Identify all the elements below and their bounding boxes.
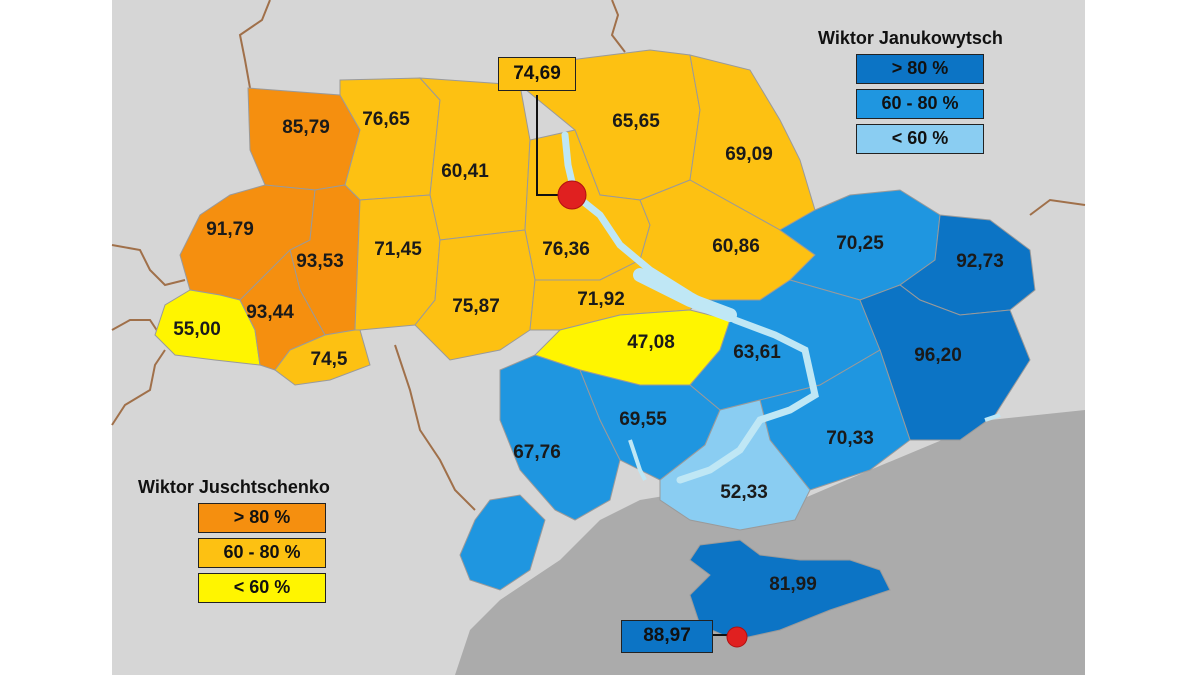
label-kirovohrad: 47,08 — [627, 332, 675, 353]
label-odesa: 67,76 — [513, 442, 561, 463]
label-kherson: 52,33 — [720, 482, 768, 503]
label-rivne: 76,65 — [362, 109, 410, 130]
legend-janukowytsch-over80: > 80 % — [856, 54, 984, 84]
kyiv-city-callout: 74,69 — [498, 57, 576, 91]
region-zakarpattia — [154, 289, 261, 366]
label-lviv: 91,79 — [206, 219, 254, 240]
label-vinnytsia: 75,87 — [452, 296, 500, 317]
label-crimea: 81,99 — [769, 574, 817, 595]
label-dnipropetrovsk: 63,61 — [733, 342, 781, 363]
label-zaporizhzhia: 70,33 — [826, 428, 874, 449]
regions — [154, 49, 1036, 641]
label-sumy: 69,09 — [725, 144, 773, 165]
label-zakarpattia: 55,00 — [173, 319, 221, 340]
label-ivano-frankivsk: 93,44 — [246, 302, 294, 323]
sevastopol-marker — [726, 626, 748, 648]
legend-janukowytsch-under60: < 60 % — [856, 124, 984, 154]
label-kyiv-oblast: 76,36 — [542, 239, 590, 260]
region-kherson — [659, 399, 811, 531]
legend-janukowytsch-60-80: 60 - 80 % — [856, 89, 984, 119]
dnipro-reservoir — [633, 268, 737, 322]
region-odesa-south — [459, 494, 546, 591]
neighbour-borders — [111, 0, 1086, 511]
label-ternopil: 93,53 — [296, 251, 344, 272]
legend-juschtschenko-over80: > 80 % — [198, 503, 326, 533]
label-cherkasy: 71,92 — [577, 289, 625, 310]
legend-janukowytsch-title: Wiktor Janukowytsch — [818, 28, 1003, 48]
region-labels: 85,79 76,65 60,41 65,65 69,09 91,79 93,5… — [173, 109, 1004, 595]
label-kharkiv: 70,25 — [836, 233, 884, 254]
region-crimea — [689, 539, 891, 641]
label-zhytomyr: 60,41 — [441, 161, 489, 182]
label-volyn: 85,79 — [282, 117, 330, 138]
label-chernihiv: 65,65 — [612, 111, 660, 132]
label-chernivtsi: 74,5 — [311, 349, 348, 370]
label-poltava: 60,86 — [712, 236, 760, 257]
southern-bug-river — [628, 439, 647, 481]
legend-juschtschenko-under60: < 60 % — [198, 573, 326, 603]
black-sea — [455, 410, 1085, 675]
legend-janukowytsch: Wiktor Janukowytsch > 80 % 60 - 80 % < 6… — [818, 28, 1003, 154]
legend-juschtschenko-60-80: 60 - 80 % — [198, 538, 326, 568]
label-mykolaiv: 69,55 — [619, 409, 667, 430]
label-khmelnytskyi: 71,45 — [374, 239, 422, 260]
dnipro-river — [561, 131, 819, 484]
region-chernivtsi — [274, 329, 371, 386]
kyiv-marker — [557, 180, 587, 210]
legend-juschtschenko: Wiktor Juschtschenko > 80 % 60 - 80 % < … — [138, 477, 330, 603]
region-vinnytsia — [414, 229, 536, 361]
region-volyn — [247, 87, 361, 191]
label-luhansk: 92,73 — [956, 251, 1004, 272]
label-donetsk: 96,20 — [914, 345, 962, 366]
sevastopol-callout: 88,97 — [621, 620, 713, 653]
legend-juschtschenko-title: Wiktor Juschtschenko — [138, 477, 330, 497]
azov-coast-water — [984, 413, 1001, 422]
